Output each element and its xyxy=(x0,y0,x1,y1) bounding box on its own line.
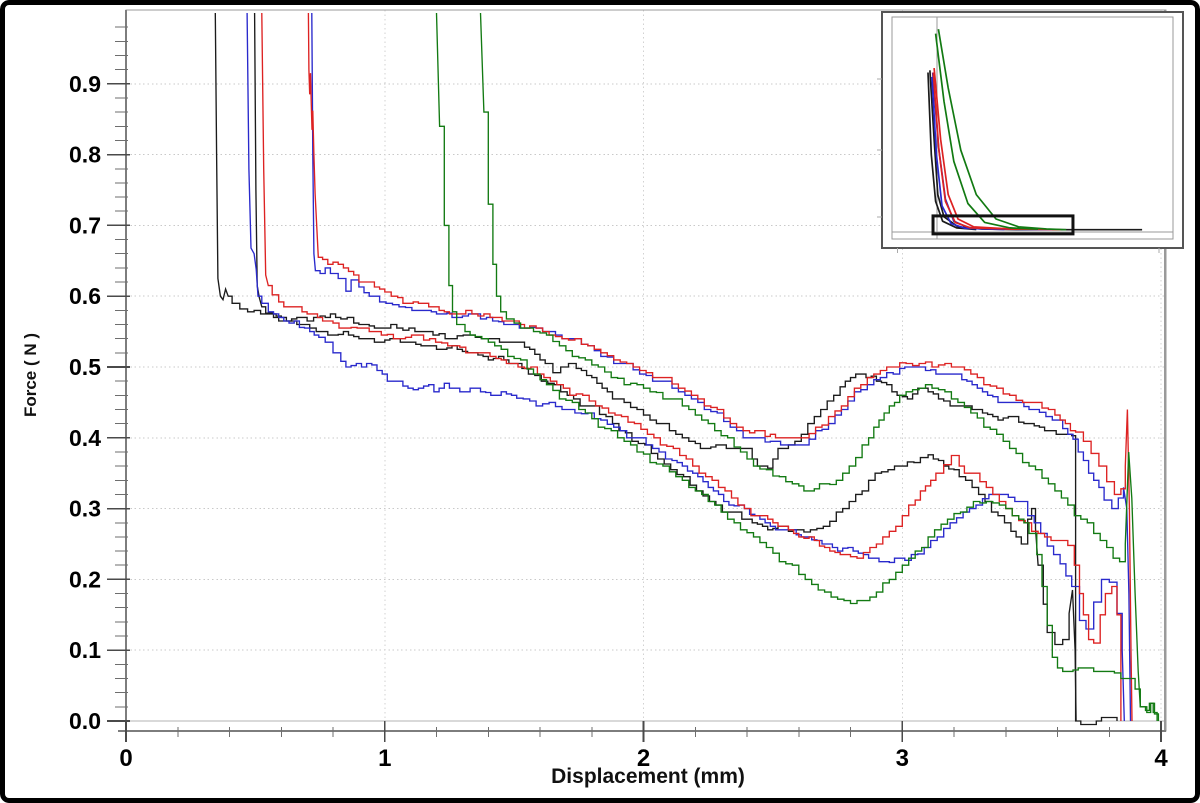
y-tick-label: 0.2 xyxy=(69,566,101,592)
series-blue-2 xyxy=(311,12,1132,722)
y-tick-label: 0.0 xyxy=(69,708,101,734)
y-tick-label: 0.3 xyxy=(69,496,101,522)
x-tick-label: 2 xyxy=(637,745,650,772)
x-tick-label: 1 xyxy=(378,745,391,772)
series-group xyxy=(214,12,1160,726)
series-green-2 xyxy=(479,12,1158,721)
y-tick-label: 0.6 xyxy=(69,283,101,309)
series-green-1 xyxy=(435,12,1160,721)
inset-red-2 xyxy=(932,72,1019,231)
y-tick-label: 0.1 xyxy=(69,637,101,663)
y-axis-title: Force ( N ) xyxy=(21,332,40,418)
x-tick-label: 4 xyxy=(1154,745,1168,772)
inset-black-2 xyxy=(927,72,977,231)
inset-overview[interactable] xyxy=(877,11,1184,253)
series-blue-1 xyxy=(246,12,1125,722)
series-black-1 xyxy=(214,12,1118,726)
inset-green-2 xyxy=(934,33,1039,231)
y-tick-label: 0.7 xyxy=(69,212,101,238)
series-red-2 xyxy=(307,12,1133,722)
inset-green-1 xyxy=(937,29,1067,231)
x-tick-label: 0 xyxy=(119,745,132,772)
series-red-1 xyxy=(261,12,1122,721)
y-tick-label: 0.4 xyxy=(69,425,101,451)
y-tick-label: 0.5 xyxy=(69,354,101,380)
y-tick-label: 0.9 xyxy=(69,71,101,97)
x-axis-title: Displacement (mm) xyxy=(551,765,745,788)
inset-zoom-rect[interactable] xyxy=(931,214,1075,236)
y-tick-label: 0.8 xyxy=(69,142,101,168)
x-tick-label: 3 xyxy=(896,745,909,772)
